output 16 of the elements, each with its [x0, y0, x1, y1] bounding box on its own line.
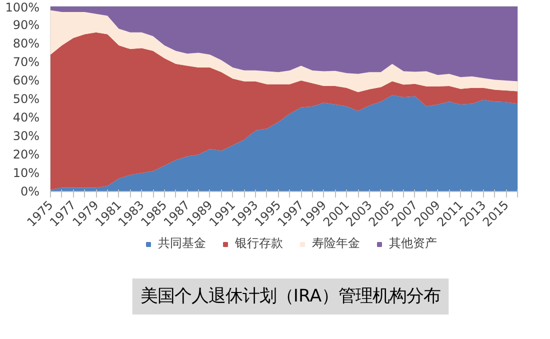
text: 美国个人退休计划（IRA）管理机构分布 [140, 286, 441, 306]
y-tick-label: 0% [20, 184, 40, 198]
y-tick-label: 60% [12, 74, 40, 88]
y-tick-label: 20% [12, 148, 40, 162]
legend-label: 银行存款 [235, 235, 283, 252]
y-tick-label: 70% [12, 55, 40, 69]
y-tick-label: 100% [5, 0, 40, 14]
y-tick-label: 30% [12, 129, 40, 143]
y-tick-label: 50% [12, 92, 40, 106]
legend-label: 其他资产 [389, 235, 437, 252]
y-tick-label: 10% [12, 166, 40, 180]
y-tick-label: 90% [12, 18, 40, 32]
y-tick-label: 40% [12, 110, 40, 124]
legend-label: 寿险年金 [312, 235, 360, 252]
legend-label: 共同基金 [158, 235, 206, 252]
y-tick-label: 80% [12, 36, 40, 50]
